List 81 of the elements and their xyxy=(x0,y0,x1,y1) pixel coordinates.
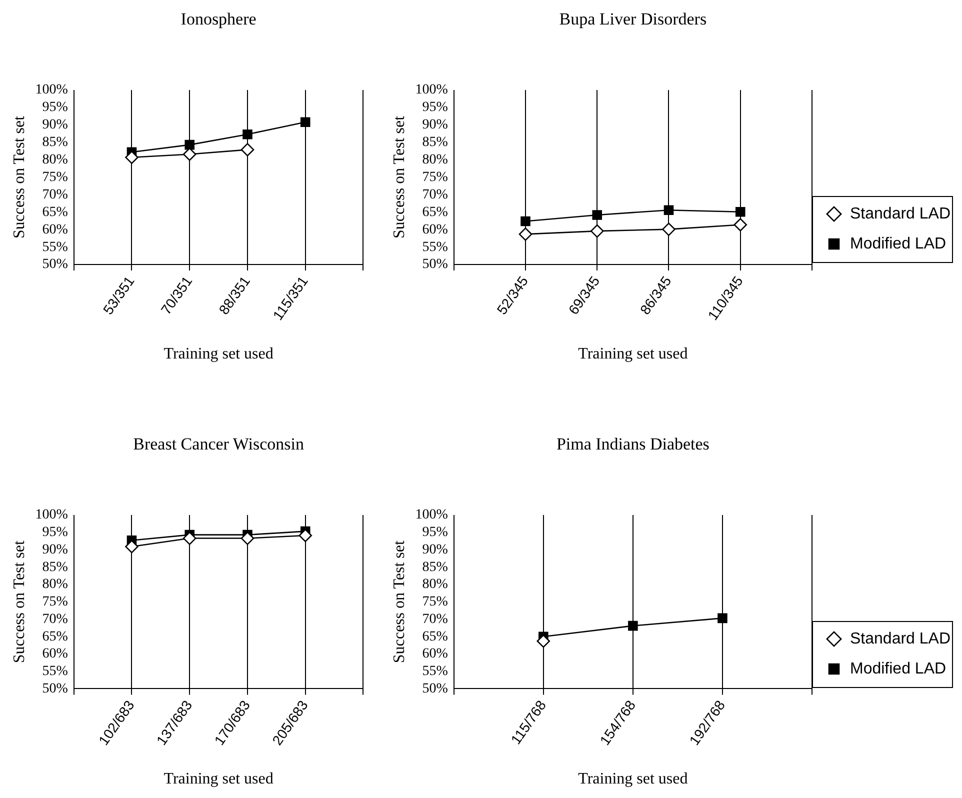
point xyxy=(518,228,532,241)
y-tick-label: 75% xyxy=(422,594,448,610)
y-axis-title: Success on Test set xyxy=(390,540,408,664)
y-tick-label: 60% xyxy=(422,222,448,238)
point xyxy=(734,218,748,232)
y-tick-label: 60% xyxy=(42,222,68,238)
chart-title: Breast Cancer Wisconsin xyxy=(133,434,304,454)
y-tick-label: 85% xyxy=(42,560,68,575)
legend-label: Standard LAD xyxy=(850,205,951,222)
y-tick-label: 70% xyxy=(422,187,448,202)
point xyxy=(664,205,674,215)
point xyxy=(718,613,728,624)
y-axis-title: Success on Test set xyxy=(10,115,28,239)
legend-label: Modified LAD xyxy=(850,235,946,252)
y-tick-label: 90% xyxy=(422,542,448,558)
y-tick-label: 50% xyxy=(42,257,68,272)
y-tick-label: 100% xyxy=(35,508,68,523)
point xyxy=(735,206,746,217)
legend-label: Modified LAD xyxy=(850,660,946,678)
y-tick-label: 60% xyxy=(42,646,68,662)
chart-title: Bupa Liver Disorders xyxy=(559,9,707,28)
y-tick-label: 80% xyxy=(422,152,448,168)
x-axis-title: Training set used xyxy=(164,770,274,788)
y-tick-label: 85% xyxy=(422,135,448,150)
x-axis-title: Training set used xyxy=(578,346,688,363)
y-tick-label: 95% xyxy=(422,525,448,540)
y-tick-label: 55% xyxy=(422,664,448,680)
y-tick-label: 90% xyxy=(422,118,448,133)
y-tick-label: 55% xyxy=(42,664,68,680)
y-tick-label: 90% xyxy=(42,118,68,133)
point xyxy=(300,117,310,128)
point xyxy=(184,140,195,150)
point xyxy=(298,528,312,542)
y-tick-label: 100% xyxy=(415,82,448,98)
chart-title: Pima Indians Diabetes xyxy=(556,434,710,454)
point xyxy=(242,129,252,140)
legend-label: Standard LAD xyxy=(850,630,951,648)
y-tick-label: 75% xyxy=(42,170,68,185)
x-axis-title: Training set used xyxy=(578,770,688,788)
y-tick-label: 65% xyxy=(42,204,68,220)
point xyxy=(182,532,196,545)
y-tick-label: 100% xyxy=(35,82,68,98)
y-tick-label: 55% xyxy=(422,240,448,255)
y-tick-label: 60% xyxy=(422,646,448,662)
point xyxy=(590,224,604,238)
point xyxy=(592,210,602,220)
y-tick-label: 95% xyxy=(42,100,68,116)
y-tick-label: 80% xyxy=(422,577,448,592)
y-tick-label: 70% xyxy=(42,187,68,202)
point xyxy=(125,150,138,164)
point xyxy=(536,634,550,648)
point xyxy=(240,143,254,156)
y-tick-label: 65% xyxy=(422,204,448,220)
y-tick-label: 70% xyxy=(422,612,448,627)
y-tick-label: 70% xyxy=(42,612,68,627)
y-tick-label: 65% xyxy=(42,629,68,644)
y-tick-label: 95% xyxy=(422,100,448,116)
y-tick-label: 100% xyxy=(415,508,448,523)
y-tick-label: 75% xyxy=(42,594,68,610)
y-tick-label: 80% xyxy=(42,577,68,592)
chart-title: Ionosphere xyxy=(180,9,256,28)
y-tick-label: 65% xyxy=(422,629,448,644)
y-tick-label: 85% xyxy=(42,135,68,150)
y-tick-label: 95% xyxy=(42,525,68,540)
y-tick-label: 75% xyxy=(422,170,448,185)
y-tick-label: 90% xyxy=(42,542,68,558)
y-tick-label: 50% xyxy=(42,681,68,696)
point xyxy=(662,222,676,236)
point xyxy=(520,216,530,226)
point xyxy=(182,148,196,161)
point xyxy=(125,540,138,554)
y-tick-label: 55% xyxy=(42,240,68,255)
y-axis-title: Success on Test set xyxy=(10,540,28,664)
point xyxy=(628,620,638,631)
point xyxy=(240,532,254,545)
y-tick-label: 50% xyxy=(422,681,448,696)
y-tick-label: 85% xyxy=(422,560,448,575)
x-axis-title: Training set used xyxy=(164,346,274,363)
y-axis-title: Success on Test set xyxy=(390,115,408,239)
y-tick-label: 50% xyxy=(422,257,448,272)
y-tick-label: 80% xyxy=(42,152,68,168)
